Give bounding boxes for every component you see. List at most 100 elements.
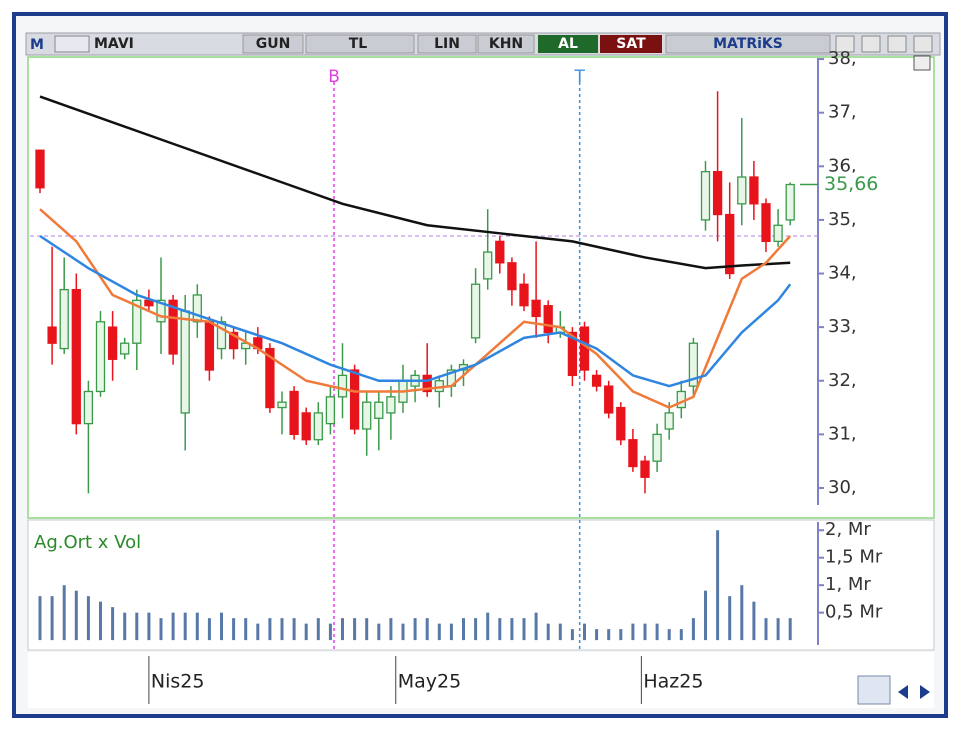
volume-bar <box>280 618 284 641</box>
y-tick-label: 36, <box>828 155 857 176</box>
menu-button[interactable] <box>835 35 855 53</box>
candle-body <box>349 369 360 430</box>
volume-bar <box>50 596 54 641</box>
candle-body <box>616 406 626 441</box>
candle-body <box>386 396 396 414</box>
button[interactable] <box>417 34 477 54</box>
volume-bar <box>220 612 223 641</box>
candle-body <box>374 401 384 419</box>
scale[interactable]: LIN <box>434 36 460 52</box>
sell-button[interactable] <box>600 35 662 53</box>
volume-bar <box>595 629 599 641</box>
candle-body <box>362 401 372 430</box>
volume-bar <box>752 601 756 641</box>
candle-body <box>567 331 578 377</box>
volume-bar <box>159 618 163 641</box>
candle-body <box>640 460 650 478</box>
volume-bar <box>716 530 720 641</box>
candle-body <box>301 412 311 441</box>
panel-button[interactable] <box>913 55 931 71</box>
currency[interactable]: TL <box>349 36 368 52</box>
candle-body <box>168 299 178 355</box>
volume-bar <box>123 612 127 641</box>
candle-body <box>289 390 299 436</box>
candle-body <box>277 401 287 409</box>
y-tick-label: 35, <box>828 209 857 230</box>
volume-bar <box>522 618 526 641</box>
volume-bar <box>691 618 695 641</box>
volume-bar <box>389 618 393 641</box>
candle-body <box>325 396 336 425</box>
y-tick-label: 1, Mr <box>825 574 871 595</box>
y-tick-label: 2, Mr <box>825 519 871 540</box>
candle-body <box>749 176 759 205</box>
price-panel <box>27 56 935 519</box>
minimize-button[interactable] <box>861 35 881 53</box>
volume-bar <box>195 612 199 641</box>
volume-bar <box>655 623 659 641</box>
candle-body <box>71 288 81 425</box>
volume-bar <box>534 612 538 641</box>
chart-style[interactable]: KHN <box>489 36 523 52</box>
volume-bar <box>244 618 248 641</box>
y-tick-label: 1,5 Mr <box>825 547 883 568</box>
volume-bar <box>740 585 744 641</box>
volume-bar <box>38 596 42 641</box>
volume-bar <box>316 618 320 641</box>
x-axis-band <box>28 652 934 708</box>
volume-bar <box>256 623 260 641</box>
button[interactable] <box>477 34 535 54</box>
button[interactable] <box>665 34 831 54</box>
scroll-right[interactable] <box>920 685 930 699</box>
plot: 30, 31, 32, 33, 34, 35, 36, 37, 38, B T Nis25 May25 H… <box>30 48 894 704</box>
candle-body <box>664 412 674 430</box>
candle-body <box>422 374 432 393</box>
y-tick-label: 34, <box>828 263 857 284</box>
candle-body <box>95 321 106 393</box>
y-tick-label: 38, <box>828 48 857 69</box>
candle-body <box>519 283 529 307</box>
volume-bar <box>365 618 369 641</box>
candle-body <box>688 342 699 387</box>
scroll-left[interactable] <box>898 685 908 699</box>
buy-button[interactable] <box>538 35 598 53</box>
volume-bar <box>498 618 502 641</box>
candle-body <box>47 326 57 344</box>
volume-bar <box>619 629 623 641</box>
sell[interactable]: SAT <box>616 36 646 52</box>
brand: MATRiKS <box>713 36 783 52</box>
volume-bar <box>462 618 465 641</box>
volume-bar <box>328 623 332 641</box>
volume-bar <box>207 618 211 641</box>
volume-bar <box>764 618 768 641</box>
button[interactable] <box>305 34 415 54</box>
volume-bar <box>304 623 308 641</box>
maximize-button[interactable] <box>887 35 907 53</box>
candle-body <box>483 251 493 280</box>
button[interactable] <box>242 34 304 54</box>
candle-body <box>531 299 541 318</box>
candle-body <box>120 342 130 355</box>
period[interactable]: GUN <box>256 36 291 52</box>
volume-bar <box>679 629 683 641</box>
volume-bar <box>667 629 671 641</box>
candle-body <box>676 390 686 409</box>
symbol[interactable]: MAVI <box>94 36 134 52</box>
candle-body <box>265 347 275 409</box>
volume-bar <box>570 629 574 641</box>
volume-bar <box>135 612 139 641</box>
candle-body <box>543 305 553 334</box>
moving-average <box>39 95 791 270</box>
refresh-button[interactable] <box>857 675 891 705</box>
candle-body <box>337 374 348 398</box>
candle-body <box>470 283 481 339</box>
candle-body <box>785 183 795 221</box>
buy[interactable]: AL <box>558 36 578 52</box>
y-tick-label: 0,5 Mr <box>825 602 883 623</box>
volume-bar <box>292 618 296 641</box>
volume-bar <box>232 618 236 641</box>
close-button[interactable] <box>913 35 933 53</box>
signal-label: T <box>573 67 585 87</box>
volume-bar <box>510 618 514 641</box>
candle-body <box>83 390 94 425</box>
